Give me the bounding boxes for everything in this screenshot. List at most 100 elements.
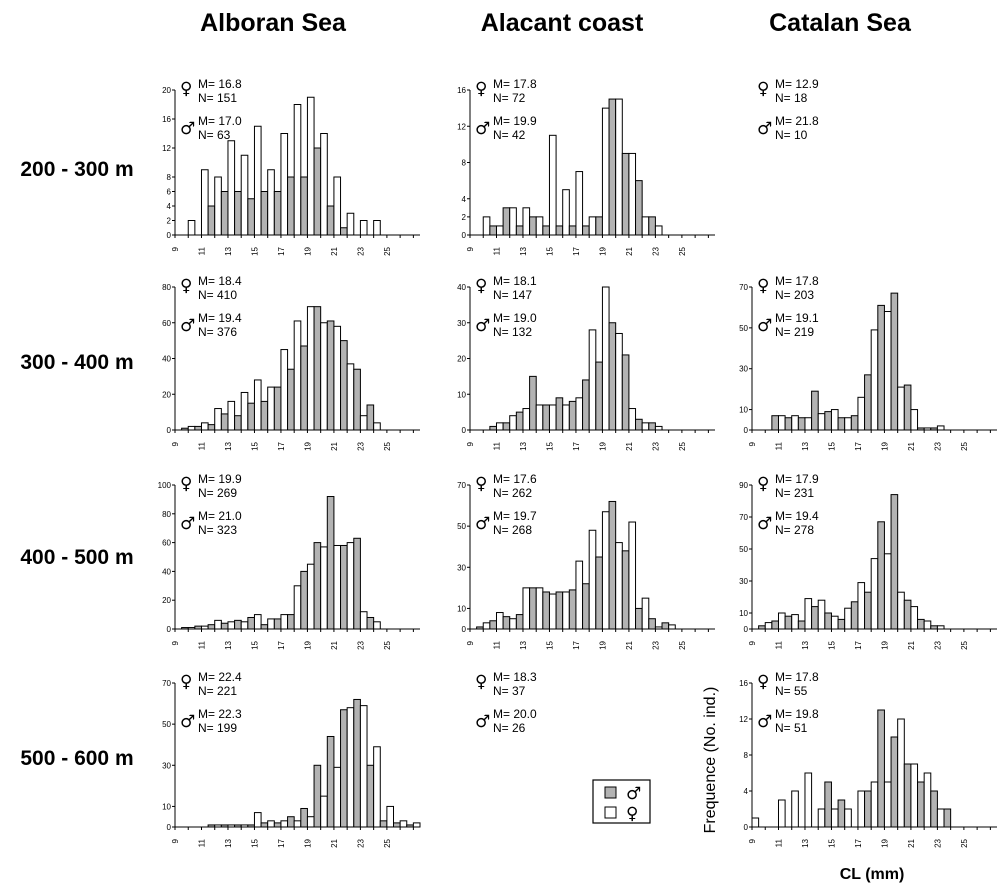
bar-male <box>300 570 308 630</box>
panel-alacant-coast-500-600-m: ♀ M= 18.3N= 37♂ M= 20.0N= 26 <box>475 670 537 735</box>
bar-female <box>897 591 905 630</box>
bar-male <box>555 225 564 236</box>
bar-female <box>522 408 531 431</box>
bar-female <box>386 805 395 828</box>
x-tick-label: 13 <box>801 838 810 847</box>
bar-female <box>280 614 289 630</box>
x-tick-label: 15 <box>827 640 836 649</box>
x-tick-label: 13 <box>519 640 528 649</box>
bar-female <box>588 216 597 236</box>
bar-female <box>857 582 866 630</box>
bar-female <box>333 544 342 630</box>
bar-female <box>359 611 368 630</box>
y-tick-label: 30 <box>739 365 748 374</box>
x-tick-label: 25 <box>960 838 969 847</box>
x-tick-label: 21 <box>907 441 916 450</box>
y-tick-label: 4 <box>462 195 467 204</box>
x-tick-label: 25 <box>960 640 969 649</box>
bar-female <box>509 207 517 236</box>
male-symbol: ♂ <box>180 712 195 732</box>
bar-male <box>287 368 295 431</box>
bar-female <box>535 404 544 431</box>
bar-male <box>917 427 925 431</box>
x-tick-label: 23 <box>356 640 365 649</box>
x-tick-label: 25 <box>678 640 687 649</box>
bar-male <box>824 612 832 630</box>
x-axis-label: CL (mm) <box>840 866 905 883</box>
female-symbol: ♀ <box>180 672 192 692</box>
bar-male <box>568 589 577 630</box>
male-count: N= 42 <box>493 128 526 142</box>
x-tick-label: 21 <box>330 640 339 649</box>
x-tick-label: 15 <box>545 640 554 649</box>
x-tick-label: 23 <box>933 838 942 847</box>
bar-female <box>575 560 584 630</box>
bar-male <box>542 591 550 630</box>
panel-alacant-coast-400-500-m: ♀ M= 17.6N= 262♂ M= 19.7N= 268 0 10 30 50 70 9 11… <box>457 472 715 650</box>
bar-male <box>903 599 912 630</box>
x-tick-label: 17 <box>277 640 286 649</box>
bar-male <box>273 822 282 828</box>
male-mean: M= 19.4 <box>198 311 242 325</box>
bar-female <box>562 591 570 630</box>
bar-male <box>220 622 229 630</box>
x-tick-label: 17 <box>277 838 286 847</box>
female-count: N= 262 <box>493 486 532 500</box>
bar-male <box>194 425 202 431</box>
bar-female <box>641 422 650 431</box>
bar-male <box>890 736 899 828</box>
female-symbol: ♀ <box>475 672 487 692</box>
female-mean: M= 17.8 <box>493 77 537 91</box>
bar-male <box>502 207 511 236</box>
bar-female <box>240 621 249 630</box>
female-count: N= 221 <box>198 684 237 698</box>
bar-male <box>300 345 308 431</box>
bar-female <box>359 220 368 236</box>
bar-female <box>654 626 663 630</box>
bar-female <box>412 822 421 828</box>
x-tick-label: 13 <box>801 441 810 450</box>
x-tick-label: 13 <box>224 441 233 450</box>
x-tick-label: 25 <box>678 246 687 255</box>
x-tick-label: 17 <box>277 441 286 450</box>
bar-male <box>379 820 388 828</box>
y-tick-label: 40 <box>162 567 171 576</box>
bar-female <box>280 349 289 431</box>
bar-female <box>910 409 919 431</box>
bar-female <box>936 425 945 431</box>
female-mean: M= 17.9 <box>775 472 819 486</box>
bar-female <box>346 707 355 828</box>
bar-female <box>214 824 222 828</box>
male-count: N= 278 <box>775 523 814 537</box>
y-tick-label: 30 <box>457 319 466 328</box>
y-tick-label: 0 <box>744 426 749 435</box>
bar-female <box>923 620 932 630</box>
bar-female <box>910 606 919 630</box>
bar-female <box>267 820 275 828</box>
y-tick-label: 40 <box>162 355 171 364</box>
y-tick-label: 12 <box>457 122 466 131</box>
row-label-500-600: 500 - 600 m <box>20 747 133 770</box>
female-mean: M= 17.6 <box>493 472 537 486</box>
bar-female <box>535 587 544 630</box>
female-mean: M= 18.1 <box>493 274 537 288</box>
y-tick-label: 60 <box>162 539 171 548</box>
y-tick-label: 70 <box>739 283 748 292</box>
x-tick-label: 19 <box>303 246 312 255</box>
bar-female <box>320 322 328 431</box>
bar-female <box>200 169 209 236</box>
bar-male <box>555 591 564 630</box>
bar-male <box>287 176 295 236</box>
bar-male <box>326 496 335 630</box>
x-tick-label: 11 <box>492 246 501 255</box>
bar-male <box>582 583 590 630</box>
panel-catalan-sea-300-400-m: ♀ M= 17.8N= 203♂ M= 19.1N= 219 0 10 30 50 70 9 11… <box>739 274 997 451</box>
x-tick-label: 23 <box>933 441 942 450</box>
bar-female <box>373 746 381 828</box>
bar-female <box>495 225 504 236</box>
legend: ♂ ♀ <box>592 779 651 824</box>
bar-male <box>326 205 335 236</box>
y-tick-label: 10 <box>457 390 466 399</box>
bar-male <box>811 606 819 630</box>
bar-female <box>668 624 676 630</box>
